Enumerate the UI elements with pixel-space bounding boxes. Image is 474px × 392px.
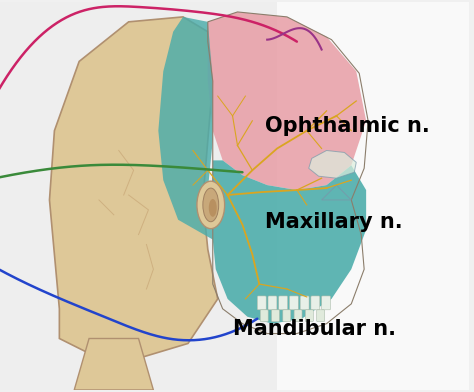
FancyBboxPatch shape [290,296,298,310]
FancyBboxPatch shape [283,310,291,322]
Polygon shape [158,17,213,240]
Polygon shape [277,2,469,390]
Polygon shape [309,151,356,178]
Polygon shape [74,339,154,390]
FancyBboxPatch shape [294,310,302,322]
FancyBboxPatch shape [257,296,266,310]
Text: Ophthalmic n.: Ophthalmic n. [265,116,430,136]
FancyBboxPatch shape [317,310,325,322]
FancyBboxPatch shape [279,296,288,310]
FancyBboxPatch shape [311,296,320,310]
Ellipse shape [197,181,225,229]
FancyBboxPatch shape [322,296,330,310]
FancyBboxPatch shape [260,310,268,322]
Polygon shape [49,17,218,358]
Polygon shape [213,160,366,324]
Text: Mandibular n.: Mandibular n. [233,319,395,339]
Ellipse shape [209,199,217,217]
Text: Maxillary n.: Maxillary n. [265,212,403,232]
FancyBboxPatch shape [300,296,309,310]
FancyBboxPatch shape [305,310,313,322]
FancyBboxPatch shape [272,310,280,322]
Polygon shape [208,12,366,190]
FancyBboxPatch shape [268,296,277,310]
Ellipse shape [203,188,219,222]
